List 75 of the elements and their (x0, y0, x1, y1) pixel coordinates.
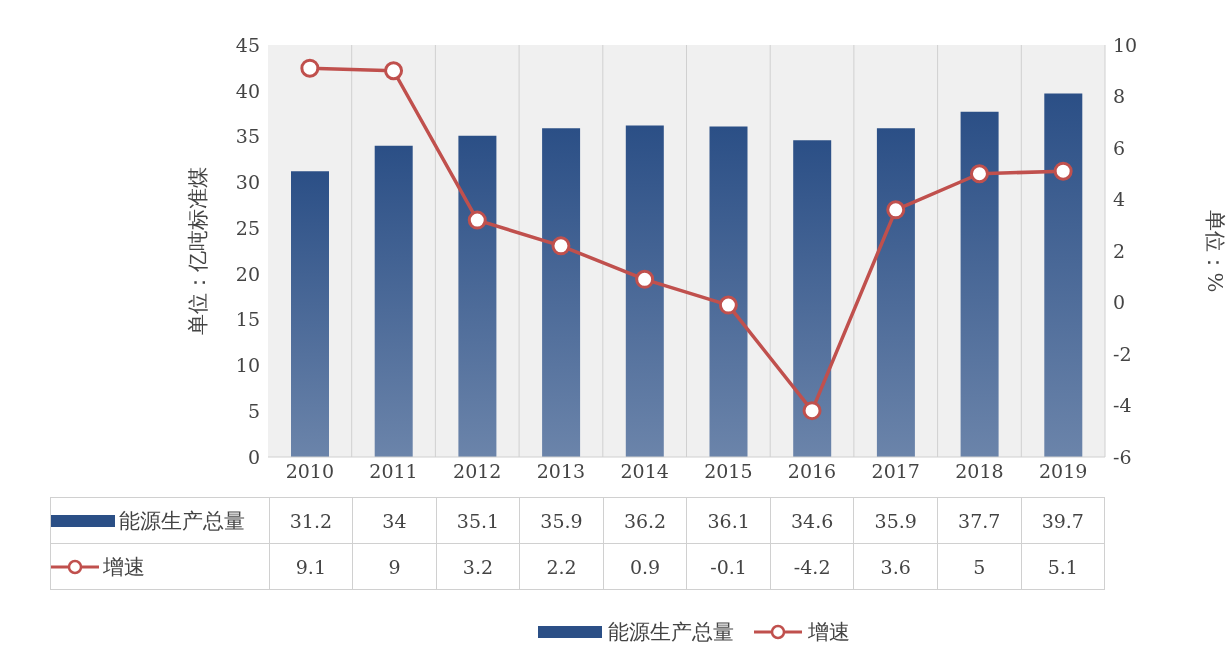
y-axis-title: 单位：亿吨标准煤 (186, 167, 211, 335)
bar (1044, 93, 1083, 457)
y-tick-label: 10 (235, 354, 260, 377)
y2-tick-label: 6 (1113, 136, 1126, 159)
x-tick-label: 2016 (787, 460, 837, 483)
data-label: 35.9 (520, 498, 604, 543)
y2-axis-title: 单位：% (1202, 209, 1227, 293)
x-tick-label: 2010 (285, 460, 335, 483)
data-label: 3.6 (854, 544, 938, 589)
point (384, 61, 404, 81)
y2-tick-label: 0 (1113, 291, 1126, 314)
data-label: -4.2 (770, 544, 855, 589)
x-tick-label: 2018 (955, 460, 1004, 483)
bar (625, 125, 664, 457)
data-label: 34 (353, 498, 437, 543)
point (718, 295, 738, 315)
data-label: 36.1 (687, 498, 771, 543)
text: 能源生产总量 (608, 620, 734, 644)
y-tick-label: 15 (235, 308, 260, 331)
y-tick-label: 25 (235, 216, 260, 239)
data-label: 9 (353, 544, 437, 589)
y-tick-label: 40 (235, 79, 260, 102)
point (635, 269, 655, 289)
data-label: 5 (937, 544, 1022, 589)
x-tick-label: 2015 (704, 460, 753, 483)
x-tick-label: 2019 (1038, 460, 1088, 483)
data-label: 9.1 (269, 544, 354, 589)
y-tick-label: 45 (235, 33, 260, 56)
text: 增速 (103, 554, 145, 579)
bar (960, 111, 999, 457)
x-tick-label: 2013 (536, 460, 586, 483)
x-tick-label: 2014 (620, 460, 669, 483)
x-tick-label: 2012 (453, 460, 502, 483)
y2-tick-label: 10 (1113, 33, 1138, 56)
bar (709, 126, 748, 457)
y-tick-label: 30 (235, 171, 260, 194)
y-tick-label: 35 (235, 125, 260, 148)
y2-tick-label: -2 (1113, 342, 1132, 365)
data-label: 5.1 (1021, 544, 1106, 589)
bar (876, 128, 915, 457)
bar (458, 135, 497, 457)
y2-tick-label: -4 (1113, 394, 1132, 417)
y-tick-label: 0 (247, 445, 260, 468)
point (886, 200, 906, 220)
legend-label: 能源生产总量 (119, 507, 245, 535)
y-tick-label: 20 (235, 262, 260, 285)
data-label: 0.9 (603, 544, 688, 589)
data-label: 35.9 (854, 498, 938, 543)
data-label: 3.2 (436, 544, 521, 589)
x-tick-label: 2011 (369, 460, 418, 483)
data-label: 35.1 (436, 498, 521, 543)
legend-label: 增速 (808, 619, 850, 646)
data-label: 34.6 (770, 498, 855, 543)
point (969, 164, 989, 184)
y2-tick-label: -6 (1113, 445, 1132, 468)
data-label: 39.7 (1021, 498, 1106, 543)
y2-tick-label: 2 (1113, 239, 1126, 262)
point (467, 210, 487, 230)
data-label: -0.1 (687, 544, 771, 589)
point (300, 58, 320, 78)
data-label: 31.2 (269, 498, 354, 543)
y-tick-label: 5 (247, 399, 260, 422)
point (802, 401, 822, 421)
data-label: 36.2 (603, 498, 688, 543)
point (551, 236, 571, 256)
x-tick-label: 2017 (871, 460, 920, 483)
y2-tick-label: 8 (1113, 85, 1126, 108)
bar (793, 140, 832, 457)
bar (374, 145, 413, 457)
y2-tick-label: 4 (1113, 188, 1126, 211)
data-label: 37.7 (937, 498, 1022, 543)
bar (542, 128, 581, 457)
data-label: 2.2 (520, 544, 604, 589)
point (1053, 161, 1073, 181)
bar (291, 171, 329, 457)
